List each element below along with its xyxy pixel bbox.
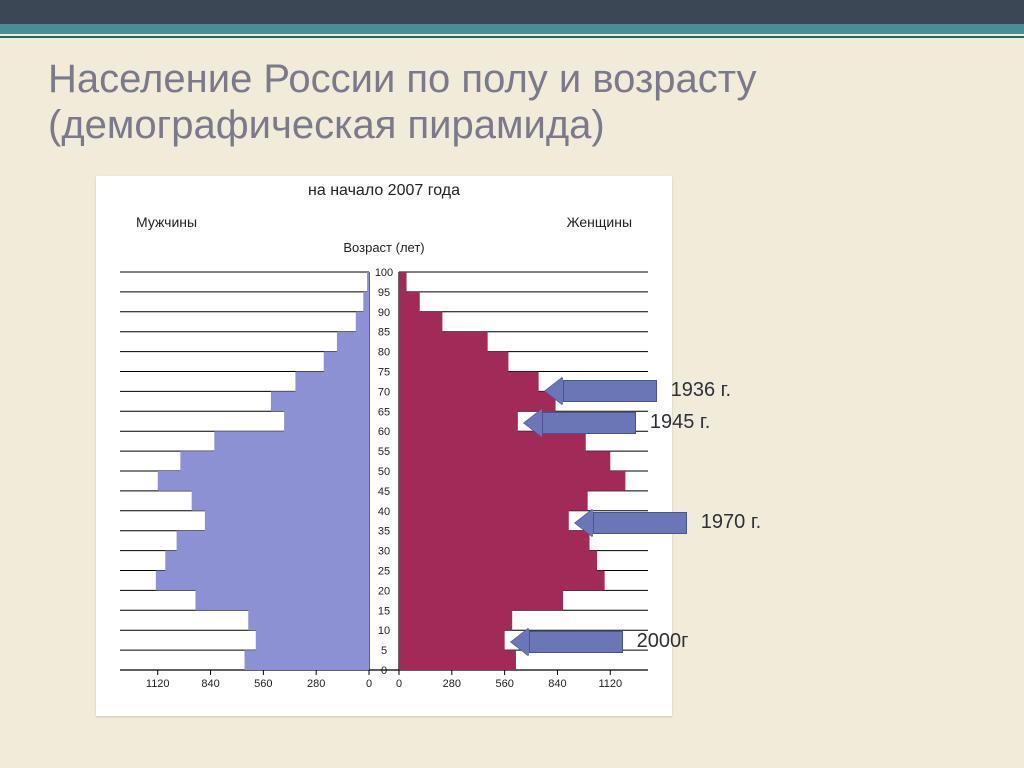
svg-text:1120: 1120 [598,678,622,690]
svg-text:560: 560 [495,678,513,690]
arrow-head-icon [511,628,529,656]
annotation-label: 2000г [637,630,689,653]
svg-text:10: 10 [378,625,390,637]
svg-text:5: 5 [381,645,387,657]
age-axis-label: Возраст (лет) [96,240,672,255]
svg-text:25: 25 [378,566,390,578]
annotation-arrow [511,628,623,656]
svg-text:0: 0 [396,678,402,690]
svg-text:1120: 1120 [146,678,170,690]
annotation-arrow [524,409,636,437]
svg-text:280: 280 [307,678,325,690]
arrow-body [542,412,636,434]
female-label: Женщины [567,214,632,230]
svg-text:60: 60 [378,426,390,438]
svg-text:55: 55 [378,446,390,458]
arrow-head-icon [545,377,563,405]
svg-text:560: 560 [254,678,272,690]
arrow-head-icon [575,509,593,537]
svg-text:70: 70 [378,386,390,398]
svg-text:80: 80 [378,347,390,359]
arrow-body [563,380,657,402]
annotation-label: 1970 г. [701,511,761,534]
accent-line [0,36,1024,38]
annotation-label: 1945 г. [650,411,710,434]
svg-text:35: 35 [378,526,390,538]
chart-subtitle: на начало 2007 года [96,182,672,200]
svg-text:0: 0 [366,678,372,690]
annotation-arrow [545,377,657,405]
svg-text:15: 15 [378,605,390,617]
svg-text:40: 40 [378,506,390,518]
male-label: Мужчины [136,214,197,230]
svg-text:45: 45 [378,486,390,498]
accent-bar [0,24,1024,34]
svg-text:840: 840 [548,678,566,690]
svg-text:65: 65 [378,406,390,418]
svg-text:20: 20 [378,585,390,597]
arrow-body [593,512,687,534]
arrow-body [529,631,623,653]
annotation-label: 1936 г. [671,379,731,402]
svg-text:50: 50 [378,466,390,478]
svg-text:30: 30 [378,546,390,558]
svg-text:0: 0 [381,665,387,677]
svg-text:840: 840 [201,678,219,690]
arrow-head-icon [524,409,542,437]
svg-text:280: 280 [443,678,461,690]
svg-text:90: 90 [378,307,390,319]
svg-text:75: 75 [378,367,390,379]
svg-text:100: 100 [375,267,393,279]
slide-title: Население России по полу и возрасту (дем… [48,56,976,148]
slide: Население России по полу и возрасту (дем… [0,0,1024,768]
svg-text:85: 85 [378,327,390,339]
top-bar [0,0,1024,24]
annotation-arrow [575,509,687,537]
svg-text:95: 95 [378,287,390,299]
